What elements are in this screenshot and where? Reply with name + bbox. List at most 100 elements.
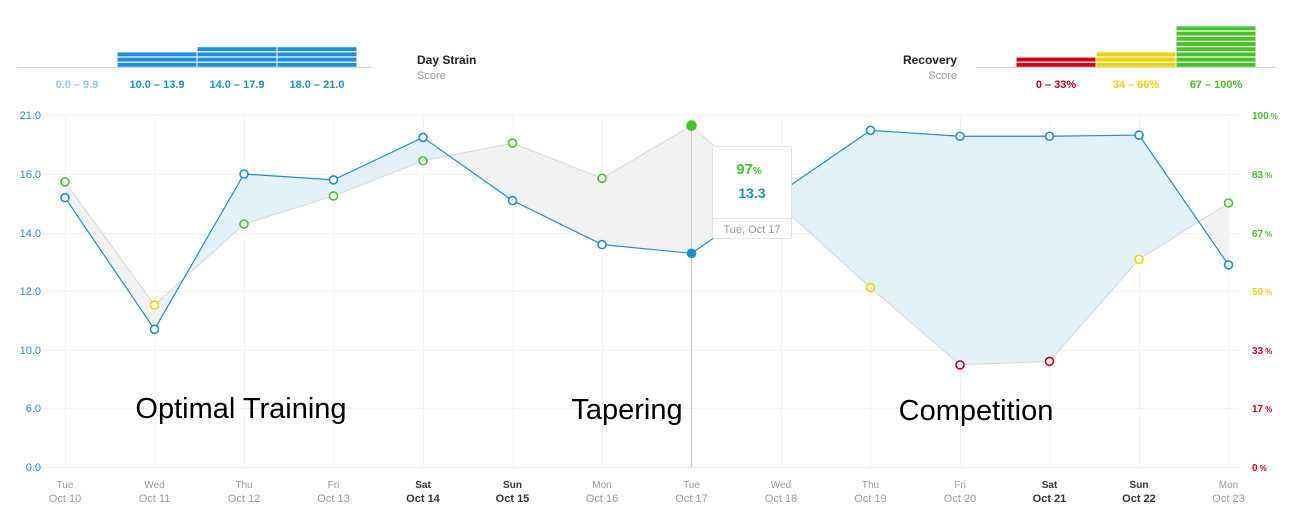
x-tick-date: Oct 20	[944, 493, 976, 505]
x-tick-date: Oct 23	[1212, 493, 1244, 505]
strain-legend-bar-segment	[277, 57, 357, 62]
y-left-tick-label: 12.0	[20, 286, 41, 298]
x-tick-day: Sat	[415, 480, 431, 491]
axes: 0.06.010.012.014.016.021.00 %17 %33 %50 %67%…	[20, 110, 1278, 505]
recovery-point	[239, 219, 249, 229]
y-right-tick-label: 67%	[1252, 229, 1272, 240]
recovery-point	[149, 300, 160, 310]
recovery-point	[686, 120, 697, 131]
tooltip-recovery-value: 97	[736, 161, 753, 178]
y-right-tick-value: 50	[1252, 287, 1264, 298]
recovery-legend-bar-segment	[1096, 57, 1176, 62]
y-left-tick-label: 16.0	[20, 169, 41, 181]
recovery-legend-bar-segment	[1016, 62, 1096, 67]
tooltip-date: Tue, Oct 17	[723, 224, 780, 236]
strain-legend-bar-segment	[117, 57, 197, 62]
strain-legend-bar-segment	[117, 62, 197, 67]
area-segment	[1049, 135, 1139, 362]
x-tick-day: Sun	[503, 480, 522, 491]
strain-point	[686, 248, 697, 259]
phase-annotations: Optimal Training Tapering Competition	[135, 393, 1053, 427]
y-left-tick-label: 0.0	[26, 462, 41, 474]
y-right-tick-label: 83%	[1252, 170, 1272, 181]
y-right-tick-value: 33	[1252, 346, 1264, 357]
strain-point	[1134, 130, 1144, 140]
area-segment	[602, 125, 692, 254]
strain-legend-bar-segment	[197, 62, 277, 67]
y-right-tick-value: 100	[1252, 111, 1269, 122]
recovery-point	[1134, 254, 1144, 265]
recovery-legend-bar-segment	[1176, 62, 1256, 67]
strain-legend-range-label: 0.0 – 9.9	[56, 79, 99, 91]
y-right-tick-unit: %	[1265, 347, 1272, 356]
tooltip-recovery: 97%	[736, 161, 762, 178]
area-segment	[244, 174, 334, 225]
x-tick-day: Mon	[592, 480, 611, 491]
annotation-tapering: Tapering	[571, 394, 682, 426]
legend-recovery-subtitle: Score	[928, 70, 957, 82]
recovery-legend: Recovery Score 0 – 33% 34 – 66% 67 – 100%	[903, 26, 1276, 91]
strain-legend-bar-segment	[197, 52, 277, 57]
legend-strain-subtitle: Score	[417, 70, 446, 82]
tooltip-strain-value: 13.3	[738, 185, 765, 201]
area-segment	[448, 143, 513, 201]
y-right-tick-label: 100%	[1252, 111, 1278, 122]
y-right-tick-unit: %	[1265, 171, 1272, 180]
y-right-tick-unit: %	[1271, 112, 1278, 121]
day-strain-legend: Day Strain Score 0.0 – 9.9 10.0 – 13.9 14.…	[17, 47, 476, 91]
recovery-legend-range-label: 34 – 66%	[1113, 79, 1160, 91]
recovery-point	[328, 191, 339, 201]
recovery-legend-bar-segment	[1176, 57, 1256, 62]
strain-point	[1223, 260, 1234, 270]
area-segment	[1198, 203, 1229, 265]
x-tick-day: Wed	[144, 480, 164, 491]
y-right-tick-unit: %	[1265, 230, 1272, 239]
recovery-legend-bar-segment	[1176, 36, 1256, 41]
strain-point	[149, 324, 160, 335]
strain-point	[955, 131, 965, 142]
area-segment	[771, 130, 871, 288]
strain-legend-bar-segment	[277, 47, 357, 52]
recovery-legend-bar-segment	[1096, 62, 1176, 67]
data-markers	[60, 120, 1234, 370]
y-right-tick-label: 0%	[1252, 463, 1267, 474]
area-segment	[512, 143, 602, 245]
recovery-legend-bar-segment	[1176, 47, 1256, 52]
x-tick-date: Oct 19	[854, 493, 886, 505]
x-tick-date: Oct 12	[228, 493, 260, 505]
x-tick-date: Oct 16	[586, 493, 618, 505]
recovery-point	[865, 282, 876, 293]
x-tick-day: Thu	[862, 480, 879, 491]
strain-legend-bar-segment	[277, 62, 357, 67]
area-segment	[870, 130, 960, 365]
area-segment	[960, 136, 1050, 365]
recovery-point	[597, 173, 607, 184]
recovery-legend-range-label: 0 – 33%	[1036, 79, 1077, 91]
annotation-competition: Competition	[899, 395, 1054, 427]
recovery-point	[1044, 356, 1055, 367]
x-tick-date: Oct 22	[1122, 493, 1156, 505]
y-right-tick-value: 67	[1252, 229, 1264, 240]
recovery-point	[1223, 198, 1234, 208]
tooltip-box	[712, 146, 792, 239]
tooltip-recovery-unit: %	[753, 166, 762, 177]
x-tick-day: Wed	[771, 480, 791, 491]
recovery-legend-bar-segment	[1176, 52, 1256, 57]
x-tick-day: Thu	[235, 480, 252, 491]
strain-point	[597, 239, 607, 250]
y-right-tick-unit: %	[1265, 288, 1272, 297]
x-tick-date: Oct 18	[765, 493, 797, 505]
strain-legend-range-label: 14.0 – 17.9	[209, 79, 264, 91]
y-right-tick-value: 83	[1252, 170, 1264, 181]
strain-legend-bar-segment	[197, 47, 277, 52]
x-tick-date: Oct 11	[139, 493, 171, 505]
tooltip: 97% 13.3 Tue, Oct 17	[712, 146, 792, 239]
recovery-point	[955, 360, 965, 370]
recovery-legend-bar-segment	[1176, 31, 1256, 36]
strain-point	[239, 169, 249, 179]
x-tick-day: Mon	[1219, 480, 1238, 491]
x-tick-date: Oct 10	[49, 493, 81, 505]
y-left-tick-label: 6.0	[26, 403, 41, 415]
x-tick-date: Oct 15	[496, 493, 530, 505]
